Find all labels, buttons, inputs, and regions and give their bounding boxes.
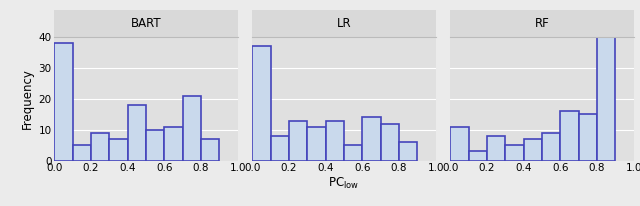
- Bar: [271, 136, 289, 161]
- Bar: [201, 139, 220, 161]
- X-axis label: $\mathrm{PC_{low}}$: $\mathrm{PC_{low}}$: [328, 176, 360, 191]
- Bar: [506, 145, 524, 161]
- Bar: [182, 96, 201, 161]
- Bar: [362, 117, 381, 161]
- Bar: [73, 145, 91, 161]
- Bar: [399, 142, 417, 161]
- Bar: [146, 130, 164, 161]
- Bar: [579, 114, 597, 161]
- Bar: [381, 124, 399, 161]
- Y-axis label: Frequency: Frequency: [21, 68, 35, 129]
- Bar: [451, 127, 468, 161]
- Bar: [344, 145, 362, 161]
- Text: LR: LR: [337, 17, 351, 30]
- Bar: [597, 37, 615, 161]
- Bar: [289, 121, 307, 161]
- Bar: [560, 111, 579, 161]
- Bar: [54, 43, 73, 161]
- Bar: [109, 139, 128, 161]
- Bar: [542, 133, 560, 161]
- Bar: [487, 136, 506, 161]
- Bar: [252, 46, 271, 161]
- Bar: [468, 151, 487, 161]
- Bar: [128, 105, 146, 161]
- Bar: [307, 127, 326, 161]
- Text: BART: BART: [131, 17, 161, 30]
- Bar: [164, 127, 182, 161]
- Bar: [91, 133, 109, 161]
- Text: RF: RF: [534, 17, 549, 30]
- Bar: [524, 139, 542, 161]
- Bar: [326, 121, 344, 161]
